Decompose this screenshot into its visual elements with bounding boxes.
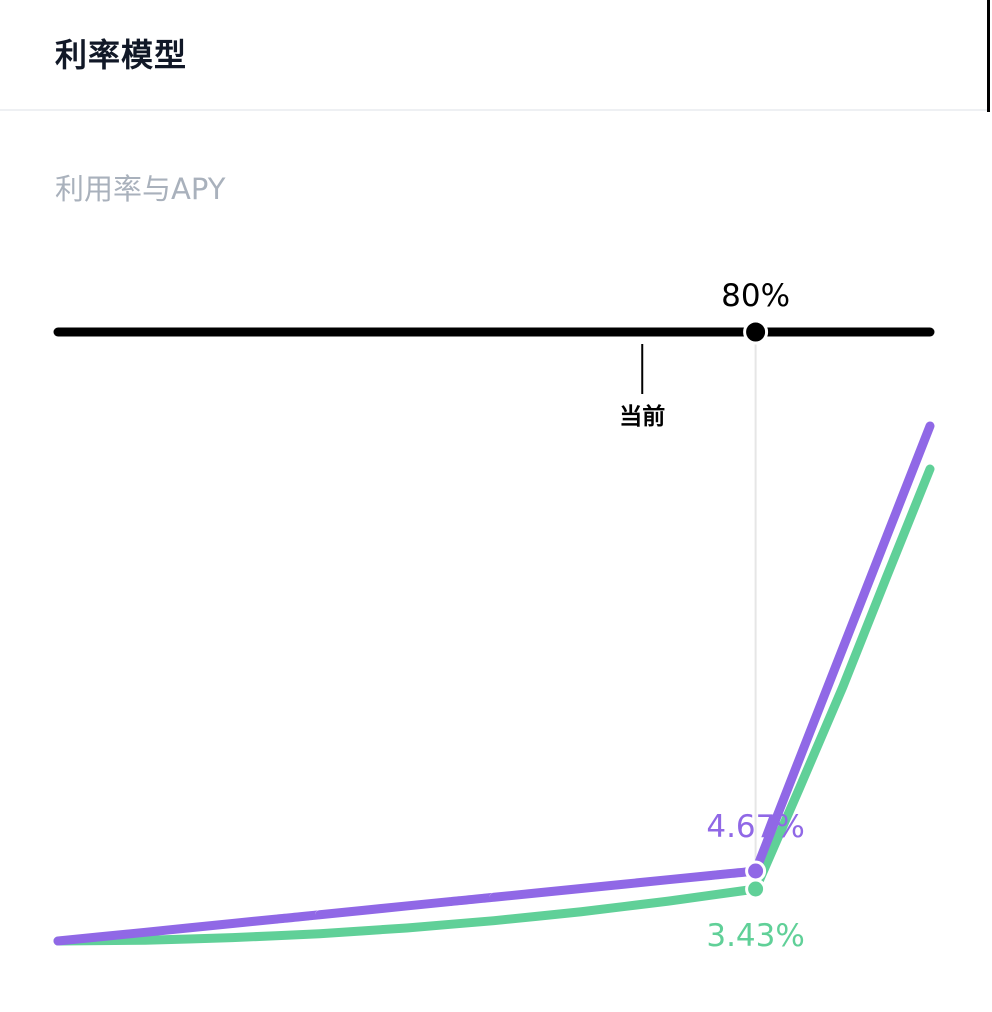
borrow-apy-line (53, 421, 935, 946)
utilization-slider-handle[interactable] (743, 319, 769, 345)
panel-header: 利率模型 (0, 0, 987, 111)
borrow-apy-selected-label: 4.67% (706, 809, 804, 845)
supply-apy-point (745, 878, 767, 900)
current-utilization-label: 当前 (619, 403, 665, 430)
panel-title: 利率模型 (55, 36, 188, 74)
selected-utilization-label: 80% (721, 278, 790, 314)
borrow-apy-point (745, 860, 767, 882)
supply-apy-selected-label: 3.43% (706, 918, 804, 954)
window-edge (987, 0, 990, 112)
chart-title: 利用率与APY (55, 172, 226, 206)
series-layer (53, 421, 935, 946)
supply-apy-line (53, 464, 935, 946)
